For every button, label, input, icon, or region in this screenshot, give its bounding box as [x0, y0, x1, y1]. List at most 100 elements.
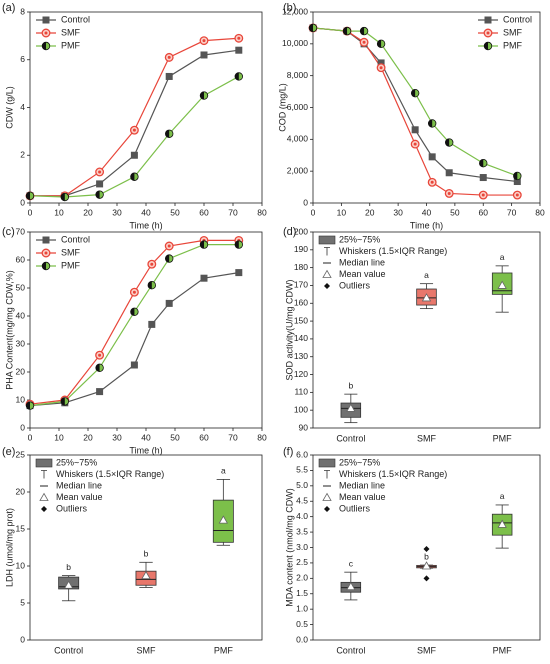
legend-label: Whiskers (1.5×IQR Range) — [56, 469, 164, 479]
legend-label: Median line — [56, 480, 102, 490]
panel: (e) LDH (umol/mg prot) 0 5 10 15 20 25 Control b S… — [2, 446, 263, 655]
x-tick-label: 30 — [112, 207, 122, 217]
y-tick-label: 8,000 — [287, 70, 309, 80]
x-tick-label: 80 — [535, 207, 545, 217]
marker-shade — [61, 397, 65, 406]
marker-dot — [44, 251, 48, 255]
panel-label: (e) — [2, 446, 15, 458]
x-tick-label: 60 — [479, 207, 489, 217]
marker — [130, 361, 138, 369]
y-tick-label: 0.0 — [296, 634, 308, 644]
legend-mean — [39, 492, 49, 501]
marker — [165, 72, 173, 80]
panel: (b) COD (mg/L) 0 2,000 4,000 6,000 8,000 10,000… — [277, 2, 545, 230]
series-line — [29, 239, 239, 405]
x-tick-label: PMF — [493, 433, 513, 443]
marker — [411, 126, 419, 134]
panel-label: (b) — [283, 2, 296, 14]
mean-marker — [497, 280, 507, 289]
series-line — [29, 272, 239, 407]
x-tick-label: 50 — [170, 432, 180, 442]
y-tick-label: 70 — [16, 226, 26, 236]
x-tick-label: 30 — [393, 207, 403, 217]
marker-shade — [148, 281, 152, 289]
marker — [96, 180, 104, 188]
marker-dot — [486, 31, 490, 35]
x-tick-label: SMF — [137, 645, 157, 655]
y-tick-label: 20 — [16, 486, 26, 496]
marker-shade — [42, 42, 46, 50]
series-line — [30, 37, 239, 197]
significance-letter: a — [500, 252, 505, 262]
y-tick-label: 190 — [294, 244, 308, 254]
significance-letter: a — [500, 491, 505, 501]
y-tick-label: 20 — [16, 366, 26, 376]
marker — [130, 151, 138, 159]
legend-label: Outliers — [339, 280, 371, 290]
marker-dot — [481, 193, 485, 197]
y-tick-label: 60 — [16, 254, 26, 264]
y-tick-label: 6.0 — [296, 449, 308, 459]
x-tick-label: 10 — [337, 207, 347, 217]
mean-marker — [218, 515, 229, 524]
legend-outlier — [324, 506, 330, 512]
marker-dot — [167, 55, 171, 59]
y-tick-label: 2.5 — [296, 557, 308, 567]
y-tick-label: 12,000 — [282, 6, 308, 16]
mean-marker — [421, 561, 432, 570]
x-tick-label: 10 — [54, 207, 64, 217]
x-axis-label: Time (h) — [129, 220, 162, 230]
y-tick-label: 4,000 — [287, 134, 309, 144]
marker-dot — [150, 262, 154, 266]
marker-shade — [26, 192, 30, 200]
legend-label: Control — [61, 234, 90, 244]
x-tick-label: 70 — [228, 207, 238, 217]
y-tick-label: 6 — [20, 54, 25, 64]
x-tick-label: 20 — [365, 207, 375, 217]
marker-shade — [61, 193, 65, 201]
y-tick-label: 4.0 — [296, 511, 308, 521]
y-tick-label: 110 — [294, 387, 308, 397]
x-tick-label: 10 — [54, 432, 64, 442]
y-axis-label: MDA content (nmol/mg CDW) — [284, 488, 294, 607]
y-tick-label: 5.0 — [296, 480, 308, 490]
y-tick-label: 40 — [16, 310, 26, 320]
x-tick-label: PMF — [493, 645, 513, 655]
marker-shade — [200, 240, 204, 249]
y-tick-label: 120 — [294, 369, 308, 379]
marker-dot — [379, 66, 383, 70]
y-tick-label: 10 — [16, 394, 26, 404]
y-tick-label: 50 — [16, 282, 26, 292]
x-axis-label: Time (h) — [410, 220, 443, 230]
y-tick-label: 2.0 — [296, 573, 308, 583]
marker-dot — [413, 142, 417, 146]
y-tick-label: 160 — [294, 298, 308, 308]
x-tick-label: SMF — [417, 645, 437, 655]
x-tick-label: 80 — [257, 432, 267, 442]
legend-label: Whiskers (1.5×IQR Range) — [339, 469, 447, 479]
marker — [377, 59, 385, 67]
y-tick-label: 130 — [294, 351, 308, 361]
legend-label: Outliers — [339, 503, 371, 513]
marker — [479, 174, 487, 182]
marker-shade — [484, 42, 488, 50]
marker-dot — [447, 191, 451, 195]
y-tick-label: 0.5 — [296, 619, 308, 629]
marker — [148, 320, 156, 328]
y-axis-label: LDH (umol/mg prot) — [4, 508, 14, 587]
marker-shade — [235, 240, 239, 249]
marker-shade — [428, 119, 433, 128]
marker — [235, 46, 243, 54]
y-tick-label: 3.0 — [296, 542, 308, 552]
legend-box — [318, 235, 336, 245]
legend-label: Mean value — [339, 269, 386, 279]
y-tick-label: 150 — [294, 315, 308, 325]
x-tick-label: 50 — [450, 207, 460, 217]
y-tick-label: 2 — [20, 150, 25, 160]
marker — [513, 178, 521, 186]
y-tick-label: 5 — [20, 597, 25, 607]
legend-whisker — [324, 470, 330, 479]
x-tick-label: Control — [54, 645, 83, 655]
y-tick-label: 1.0 — [296, 603, 308, 613]
y-tick-label: 100 — [294, 404, 308, 414]
